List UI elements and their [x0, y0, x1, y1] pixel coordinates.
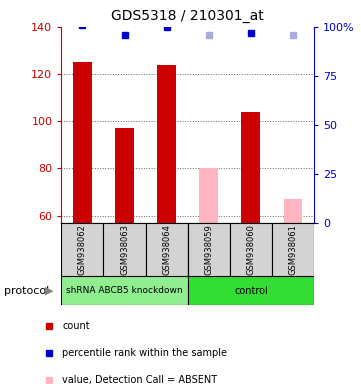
- Bar: [157, 65, 176, 223]
- Title: GDS5318 / 210301_at: GDS5318 / 210301_at: [111, 9, 264, 23]
- Bar: [188, 276, 314, 305]
- Text: GSM938062: GSM938062: [78, 224, 87, 275]
- Bar: [283, 199, 303, 223]
- Bar: [230, 223, 272, 276]
- Text: shRNA ABCB5 knockdown: shRNA ABCB5 knockdown: [66, 286, 183, 295]
- Text: GSM938063: GSM938063: [120, 224, 129, 275]
- Text: ▶: ▶: [44, 286, 53, 296]
- Text: count: count: [62, 321, 90, 331]
- Text: control: control: [234, 286, 268, 296]
- Bar: [242, 112, 260, 223]
- Bar: [61, 276, 188, 305]
- Bar: [73, 62, 92, 223]
- Bar: [115, 128, 134, 223]
- Bar: [188, 223, 230, 276]
- Bar: [145, 223, 188, 276]
- Text: GSM938060: GSM938060: [247, 224, 255, 275]
- Text: GSM938059: GSM938059: [204, 224, 213, 275]
- Text: percentile rank within the sample: percentile rank within the sample: [62, 348, 227, 358]
- Text: protocol: protocol: [4, 286, 49, 296]
- Bar: [104, 223, 145, 276]
- Text: GSM938064: GSM938064: [162, 224, 171, 275]
- Text: value, Detection Call = ABSENT: value, Detection Call = ABSENT: [62, 375, 217, 384]
- Bar: [272, 223, 314, 276]
- Bar: [199, 169, 218, 223]
- Bar: [61, 223, 104, 276]
- Text: GSM938061: GSM938061: [288, 224, 297, 275]
